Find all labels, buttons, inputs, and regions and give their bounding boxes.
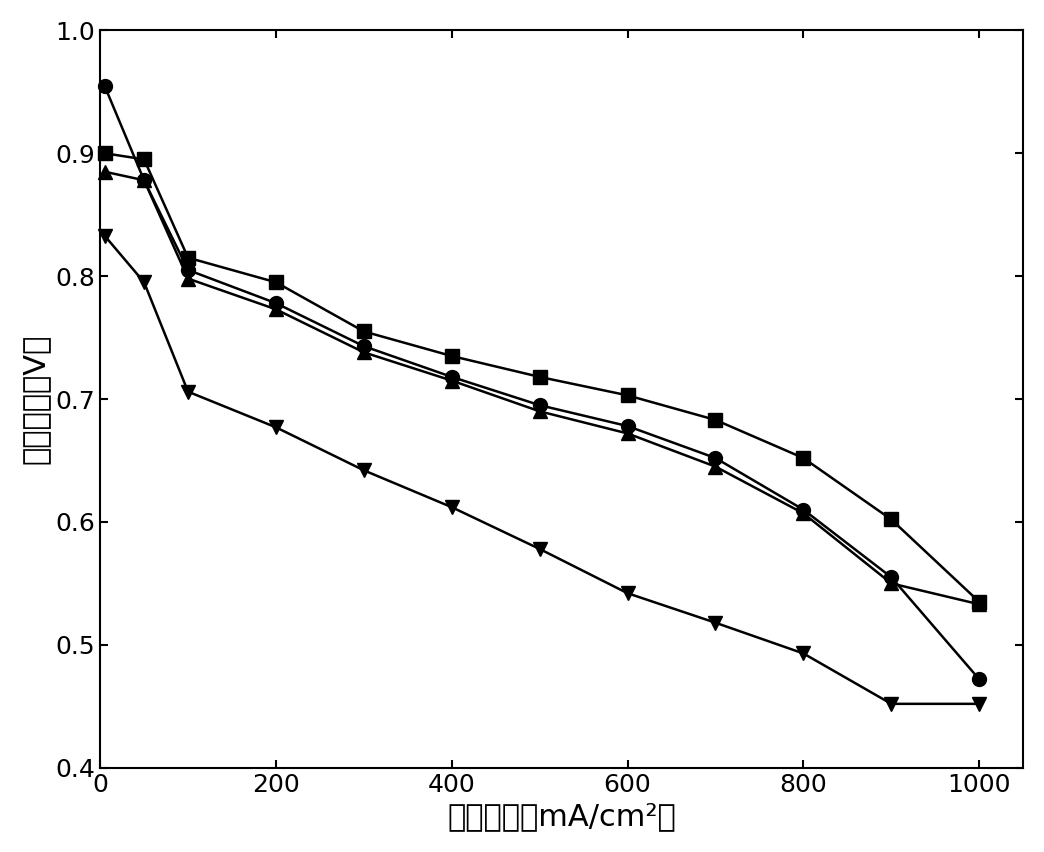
X-axis label: 电流密度（mA/cm²）: 电流密度（mA/cm²） <box>447 803 677 832</box>
Y-axis label: 电池电压（V）: 电池电压（V） <box>21 334 50 464</box>
